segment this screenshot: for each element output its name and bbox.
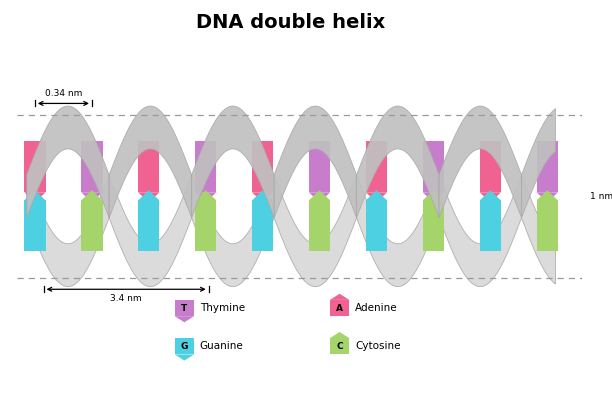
Polygon shape [309,190,330,200]
Text: Cytosine: Cytosine [355,341,401,351]
Text: 3.4 nm: 3.4 nm [110,295,142,304]
Polygon shape [174,316,194,322]
Bar [195,141,217,192]
Bar [423,200,444,251]
Text: Adenine: Adenine [355,303,398,313]
Polygon shape [423,190,444,200]
Polygon shape [24,192,46,202]
Bar [24,200,46,251]
Polygon shape [439,175,521,286]
Polygon shape [27,175,109,286]
Polygon shape [309,192,330,202]
Bar [252,200,274,251]
Polygon shape [252,190,274,200]
Polygon shape [81,190,103,200]
Polygon shape [195,192,217,202]
Bar [423,141,444,192]
Bar [252,141,274,192]
Polygon shape [195,190,217,200]
Polygon shape [81,192,103,202]
Polygon shape [330,332,349,338]
Bar [81,141,103,192]
Polygon shape [192,175,274,286]
Polygon shape [27,106,109,217]
Polygon shape [252,192,274,202]
Polygon shape [521,175,556,284]
Polygon shape [138,190,160,200]
Bar [174,300,194,316]
Polygon shape [330,294,349,300]
Bar [480,200,501,251]
Bar [138,200,160,251]
Polygon shape [138,192,160,202]
Text: T: T [181,304,187,313]
Bar [138,141,160,192]
Text: Guanine: Guanine [200,341,244,351]
Polygon shape [274,175,356,286]
Text: C: C [336,342,343,351]
Bar [366,141,387,192]
Polygon shape [192,106,274,218]
Text: DNA double helix: DNA double helix [196,13,386,33]
Polygon shape [423,192,444,202]
Polygon shape [357,106,439,218]
Text: 1 nm: 1 nm [591,192,612,201]
Polygon shape [521,109,556,217]
Bar [480,141,501,192]
Bar [330,300,349,316]
Polygon shape [109,106,192,217]
Text: G: G [181,342,188,351]
Bar [195,200,217,251]
Bar [330,338,349,355]
Polygon shape [480,190,501,200]
Bar [309,200,330,251]
Polygon shape [109,175,192,286]
Text: 0.34 nm: 0.34 nm [45,89,82,98]
Polygon shape [480,192,501,202]
Text: A: A [336,304,343,313]
Polygon shape [357,175,439,286]
Bar [81,200,103,251]
Bar [24,141,46,192]
Bar [537,200,558,251]
Polygon shape [24,190,46,200]
Bar [366,200,387,251]
Polygon shape [174,355,194,361]
Polygon shape [274,106,356,217]
Polygon shape [439,106,521,217]
Polygon shape [366,190,387,200]
Polygon shape [537,192,558,202]
Polygon shape [366,192,387,202]
Bar [174,338,194,355]
Polygon shape [537,190,558,200]
Bar [309,141,330,192]
Text: Thymine: Thymine [200,303,245,313]
Bar [537,141,558,192]
